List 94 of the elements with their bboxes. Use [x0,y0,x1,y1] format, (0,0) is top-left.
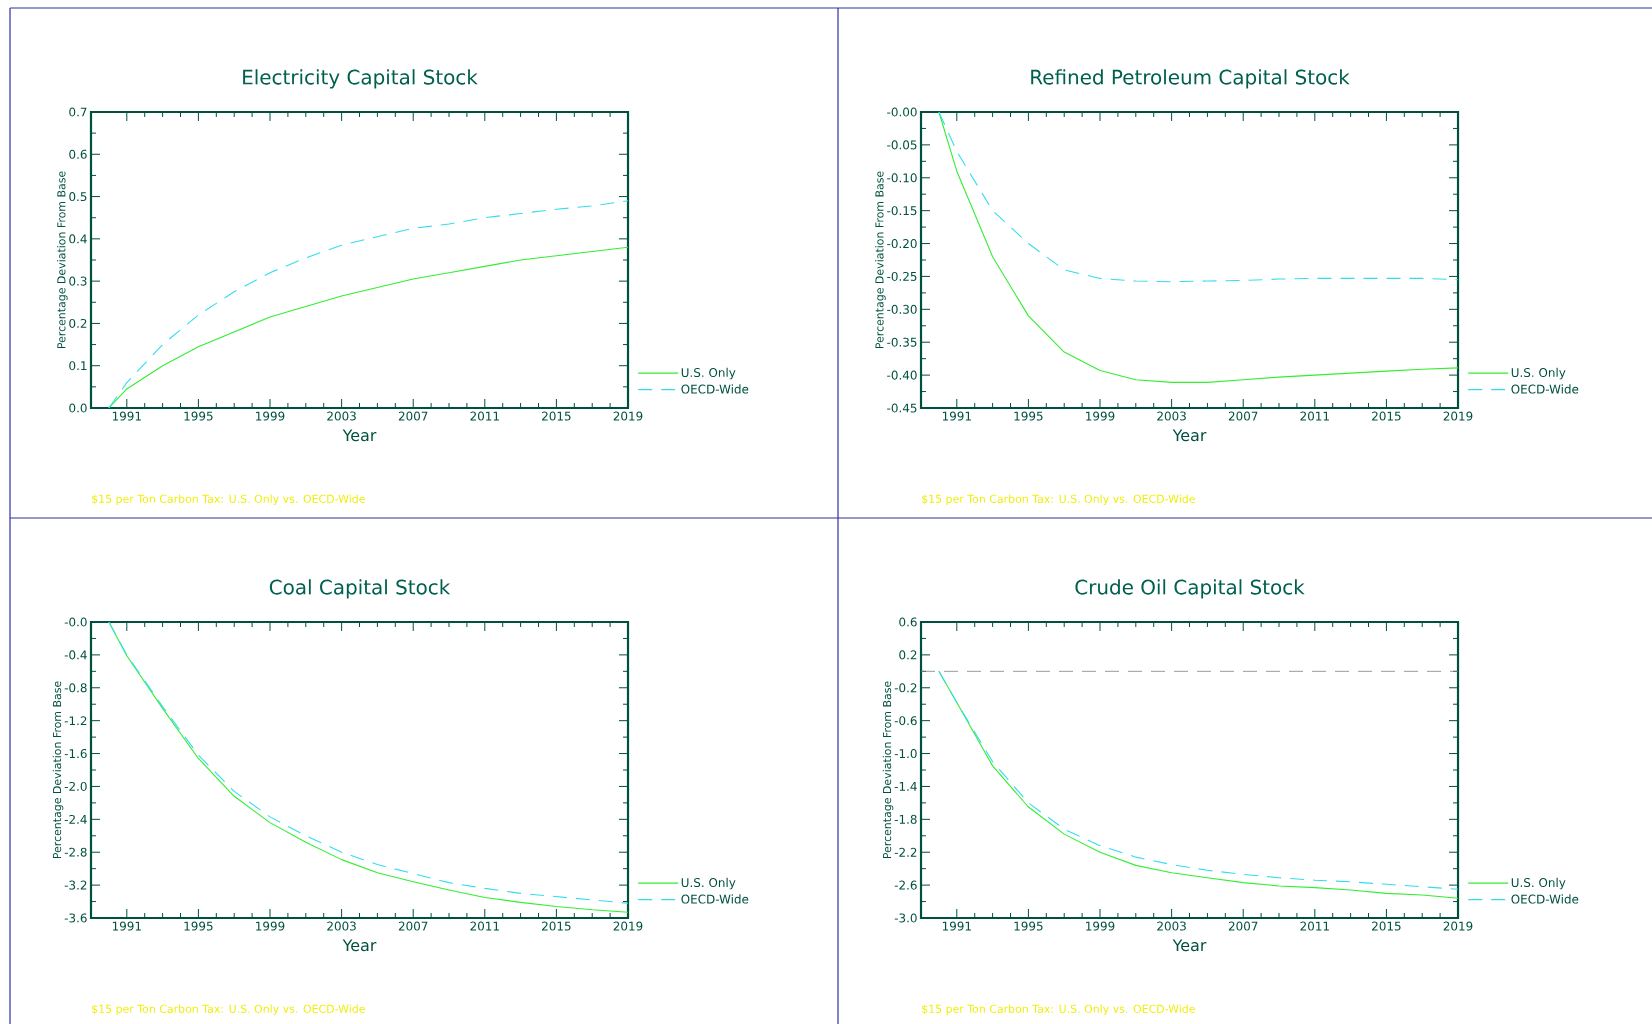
y-tick-label: -0.20 [887,239,917,249]
x-tick-label: 1991 [942,921,971,931]
legend-label: U.S. Only [681,877,736,890]
x-tick-label: 1991 [112,921,141,931]
y-tick-label: -0.40 [887,370,917,380]
y-tick-label: -3.6 [64,913,87,923]
y-tick-label: -3.2 [64,880,87,890]
x-tick-label: 1999 [256,921,285,931]
legend-label: U.S. Only [681,367,736,380]
y-tick-label: 0.6 [899,617,917,627]
legend-label: U.S. Only [1511,877,1566,890]
x-tick-label: 2019 [613,921,643,931]
text: $15 per Ton Carbon Tax: U.S. Only vs. OECD-Wide [92,494,365,506]
y-tick-label: 0.4 [69,234,87,244]
y-tick-label: -0.30 [887,304,917,314]
chart-title: Refined Petroleum Capital Stock [1031,69,1350,89]
legend-label: OECD-Wide [681,894,749,904]
x-tick-label: 2003 [327,921,356,931]
chart-title: Electricity Capital Stock [243,69,478,89]
y-tick-label: -3.0 [894,913,917,923]
x-tick-label: 2011 [470,921,499,931]
y-tick-label: -0.10 [887,173,917,183]
y-axis-title: Percentage Deviation From Base [882,681,894,859]
legend-label: OECD-Wide [1511,384,1579,394]
x-tick-label: 2011 [1300,411,1329,421]
x-tick-label: 2011 [470,411,499,421]
x-tick-label: 1995 [184,411,213,421]
y-axis-title: Percentage Deviation From Base [57,171,68,349]
legend-label: OECD-Wide [681,384,749,394]
y-tick-label: 0.1 [69,361,87,371]
x-tick-label: 2003 [327,411,356,421]
y-tick-label: 0.5 [69,192,87,202]
y-tick-label: -0.15 [887,206,917,216]
x-axis-title: Year [1172,429,1207,442]
y-tick-label: -0.4 [64,650,87,660]
text: $15 per Ton Carbon Tax: U.S. Only vs. OECD-Wide [922,494,1195,506]
y-tick-label: 0.7 [69,107,87,117]
y-tick-label: 0.0 [69,403,87,413]
y-tick-label: -2.8 [64,847,87,857]
x-tick-label: 2007 [398,921,428,931]
y-tick-label: -1.2 [64,716,87,726]
y-tick-label: 0.6 [69,149,87,159]
legend-label: U.S. Only [1511,367,1566,380]
x-tick-label: 2019 [1443,411,1473,421]
x-tick-label: 2015 [542,411,571,421]
x-tick-label: 2015 [542,921,571,931]
x-axis-title: Year [342,939,377,952]
x-tick-label: 1991 [942,411,971,421]
x-tick-label: 2003 [1157,921,1186,931]
y-tick-label: -0.05 [887,140,917,150]
x-tick-label: 2007 [1228,411,1258,421]
text: $15 per Ton Carbon Tax: U.S. Only vs. OECD-Wide [92,1004,365,1016]
y-tick-label: -0.00 [887,107,917,117]
y-tick-label: -2.0 [64,781,87,791]
x-tick-label: 2015 [1372,411,1401,421]
y-tick-label: -2.6 [894,880,917,890]
y-axis-title: Percentage Deviation From Base [875,171,886,349]
y-tick-label: -0.0 [64,617,87,627]
y-tick-label: -0.2 [894,683,917,693]
legend-label: OECD-Wide [1511,894,1579,904]
x-tick-label: 1995 [1014,411,1043,421]
text: $15 per Ton Carbon Tax: U.S. Only vs. OECD-Wide [922,1004,1195,1016]
x-tick-label: 1995 [1014,921,1043,931]
y-tick-label: -1.6 [64,749,87,759]
x-axis-title: Year [1172,939,1207,952]
y-tick-label: -0.35 [887,337,917,347]
x-tick-label: 2015 [1372,921,1401,931]
x-tick-label: 1991 [112,411,141,421]
x-tick-label: 2007 [1228,921,1258,931]
y-tick-label: 0.2 [69,318,87,328]
x-tick-label: 2019 [1443,921,1473,931]
y-tick-label: -0.45 [887,403,917,413]
x-tick-label: 1995 [184,921,213,931]
x-tick-label: 2011 [1300,921,1329,931]
chart-title: Coal Capital Stock [269,579,451,599]
x-tick-label: 1999 [1086,921,1115,931]
x-tick-label: 1999 [256,411,285,421]
y-tick-label: -1.4 [894,782,917,791]
chart-title: Crude Oil Capital Stock [1075,579,1305,599]
y-tick-label: -0.6 [894,716,917,726]
y-tick-label: 0.3 [69,276,87,286]
y-tick-label: -2.4 [64,814,87,824]
y-tick-label: -2.2 [894,847,917,857]
y-tick-label: -0.8 [64,683,87,693]
x-tick-label: 2003 [1157,411,1186,421]
y-tick-label: 0.2 [899,650,917,660]
x-tick-label: 2019 [613,411,643,421]
y-tick-label: -0.25 [887,271,917,281]
x-tick-label: 2007 [398,411,428,421]
y-axis-title: Percentage Deviation From Base [52,681,64,859]
x-tick-label: 1999 [1086,411,1115,421]
y-tick-label: -1.0 [894,749,917,759]
x-axis-title: Year [342,429,377,442]
y-tick-label: -1.8 [894,814,917,824]
